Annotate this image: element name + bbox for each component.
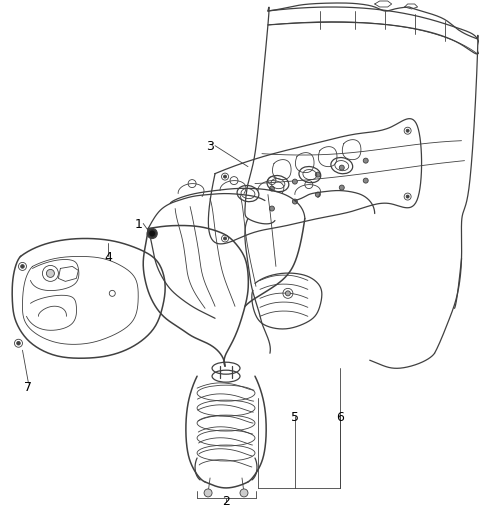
Circle shape (292, 200, 298, 205)
Text: 4: 4 (104, 250, 112, 264)
Circle shape (240, 489, 248, 497)
Text: 2: 2 (222, 494, 230, 507)
Text: 6: 6 (336, 410, 344, 423)
Circle shape (363, 159, 368, 164)
Circle shape (292, 180, 298, 185)
Text: 7: 7 (24, 380, 33, 393)
Circle shape (224, 176, 227, 179)
Circle shape (406, 130, 409, 133)
Circle shape (47, 270, 54, 278)
Circle shape (339, 186, 344, 191)
Circle shape (21, 265, 24, 269)
Text: 5: 5 (291, 410, 299, 423)
Text: 3: 3 (206, 140, 214, 153)
Circle shape (363, 179, 368, 184)
Circle shape (339, 166, 344, 171)
Circle shape (315, 193, 320, 197)
Text: 1: 1 (134, 217, 142, 231)
Circle shape (269, 207, 275, 212)
Circle shape (17, 342, 20, 346)
Circle shape (406, 195, 409, 199)
Circle shape (204, 489, 212, 497)
Circle shape (315, 173, 320, 178)
Circle shape (269, 187, 275, 192)
Circle shape (224, 238, 227, 240)
Circle shape (286, 291, 290, 296)
Circle shape (149, 231, 155, 237)
Circle shape (147, 229, 157, 239)
